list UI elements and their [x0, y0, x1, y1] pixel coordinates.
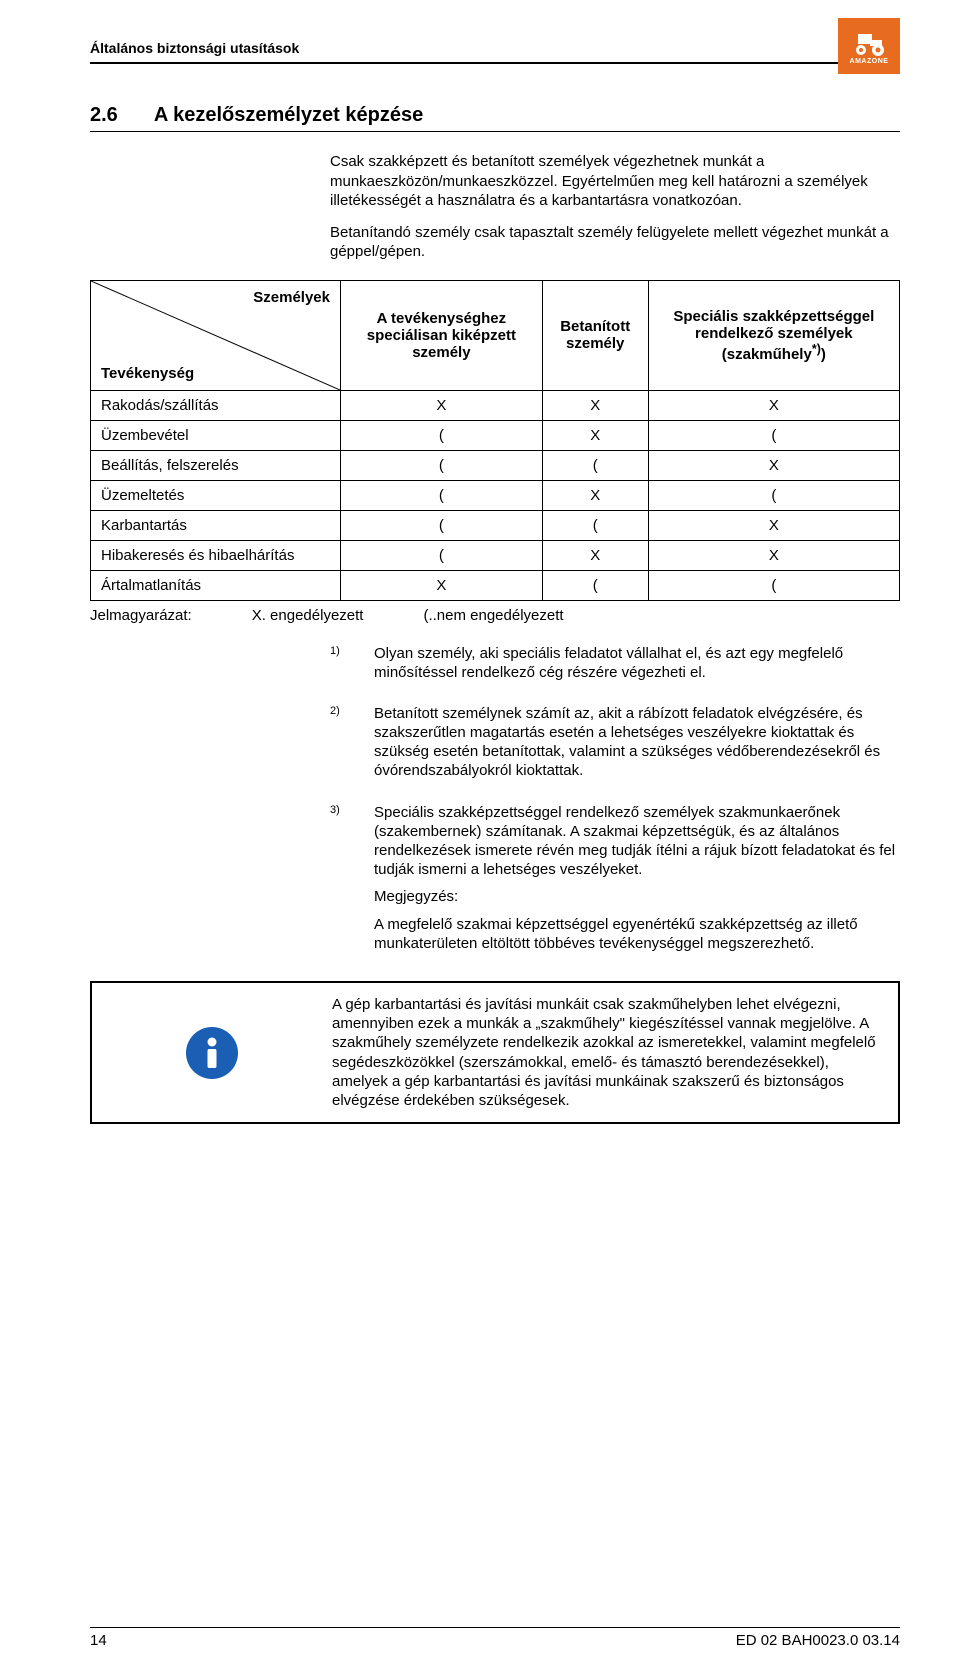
table-legend: Jelmagyarázat: X. engedélyezett (..nem e… — [90, 607, 900, 624]
intro-block: Csak szakképzett és betanított személyek… — [330, 152, 900, 262]
intro-paragraph-1: Csak szakképzett és betanított személyek… — [330, 152, 900, 211]
cell: X — [542, 480, 648, 510]
diag-label-bottom: Tevékenység — [101, 365, 194, 382]
cell: ( — [341, 480, 543, 510]
cell: X — [648, 390, 899, 420]
cell: ( — [542, 570, 648, 600]
footnote-3-p2: Megjegyzés: — [374, 887, 900, 906]
cell: ( — [341, 420, 543, 450]
section-number: 2.6 — [90, 104, 118, 127]
warning-text: A gép karbantartási és javítási munkáit … — [332, 983, 898, 1122]
competence-table: Személyek Tevékenység A tevékenységhez s… — [90, 280, 900, 601]
section-title: A kezelőszemélyzet képzése — [154, 104, 423, 127]
row-label: Hibakeresés és hibaelhárítás — [91, 540, 341, 570]
table-col-3: Speciális szakképzettséggel rendelkező s… — [648, 280, 899, 390]
cell: X — [648, 450, 899, 480]
cell: ( — [341, 450, 543, 480]
header-rule — [90, 62, 900, 64]
row-label: Rakodás/szállítás — [91, 390, 341, 420]
cell: X — [341, 570, 543, 600]
table-row: ÁrtalmatlanításX(( — [91, 570, 900, 600]
footnote-1-body: Olyan személy, aki speciális feladatot v… — [374, 644, 900, 682]
warning-icon-cell — [92, 983, 332, 1122]
table-row: Hibakeresés és hibaelhárítás(XX — [91, 540, 900, 570]
legend-allowed: X. engedélyezett — [252, 607, 364, 624]
section-heading: 2.6 A kezelőszemélyzet képzése — [90, 104, 900, 127]
footnote-1: 1) Olyan személy, aki speciális feladato… — [330, 644, 900, 690]
footnote-2-num: 2) — [330, 704, 374, 789]
legend-not-allowed: (..nem engedélyezett — [423, 607, 563, 624]
cell: X — [542, 420, 648, 450]
footnote-3: 3) Speciális szakképzettséggel rendelkez… — [330, 803, 900, 961]
cell: ( — [341, 510, 543, 540]
brand-logo-text: AMAZONE — [850, 58, 889, 65]
footer-page-number: 14 — [90, 1632, 107, 1649]
cell: ( — [648, 480, 899, 510]
warning-box: A gép karbantartási és javítási munkáit … — [90, 981, 900, 1124]
table-header-diagonal: Személyek Tevékenység — [91, 280, 341, 390]
table-row: Karbantartás((X — [91, 510, 900, 540]
row-label: Üzembevétel — [91, 420, 341, 450]
table-col-2: Betanított személy — [542, 280, 648, 390]
info-icon — [186, 1027, 238, 1079]
cell: ( — [341, 540, 543, 570]
row-label: Ártalmatlanítás — [91, 570, 341, 600]
section-rule — [90, 131, 900, 132]
cell: X — [648, 510, 899, 540]
brand-logo: AMAZONE — [838, 18, 900, 74]
table-row: Üzemeltetés(X( — [91, 480, 900, 510]
footnote-1-num: 1) — [330, 644, 374, 690]
cell: X — [648, 540, 899, 570]
cell: X — [341, 390, 543, 420]
table-row: Üzembevétel(X( — [91, 420, 900, 450]
cell: ( — [648, 420, 899, 450]
cell: X — [542, 540, 648, 570]
tractor-icon — [852, 28, 886, 56]
table-row: Rakodás/szállításXXX — [91, 390, 900, 420]
footnote-3-p1: Speciális szakképzettséggel rendelkező s… — [374, 803, 900, 880]
legend-label: Jelmagyarázat: — [90, 607, 192, 624]
cell: ( — [648, 570, 899, 600]
footnote-2-body: Betanított személynek számít az, akit a … — [374, 704, 900, 781]
footer-doc-id: ED 02 BAH0023.0 03.14 — [736, 1632, 900, 1649]
page-header-label: Általános biztonsági utasítások — [90, 40, 900, 60]
footnote-3-num: 3) — [330, 803, 374, 961]
intro-paragraph-2: Betanítandó személy csak tapasztalt szem… — [330, 223, 900, 262]
row-label: Beállítás, felszerelés — [91, 450, 341, 480]
footnotes: 1) Olyan személy, aki speciális feladato… — [330, 644, 900, 961]
footnote-2: 2) Betanított személynek számít az, akit… — [330, 704, 900, 789]
table-row: Beállítás, felszerelés((X — [91, 450, 900, 480]
cell: ( — [542, 450, 648, 480]
page: AMAZONE Általános biztonsági utasítások … — [0, 0, 960, 1675]
cell: X — [542, 390, 648, 420]
row-label: Üzemeltetés — [91, 480, 341, 510]
footnote-3-p3: A megfelelő szakmai képzettséggel egyené… — [374, 915, 900, 953]
cell: ( — [542, 510, 648, 540]
page-footer: 14 ED 02 BAH0023.0 03.14 — [90, 1627, 900, 1649]
diag-label-top: Személyek — [253, 289, 330, 306]
table-col-1: A tevékenységhez speciálisan kiképzett s… — [341, 280, 543, 390]
row-label: Karbantartás — [91, 510, 341, 540]
